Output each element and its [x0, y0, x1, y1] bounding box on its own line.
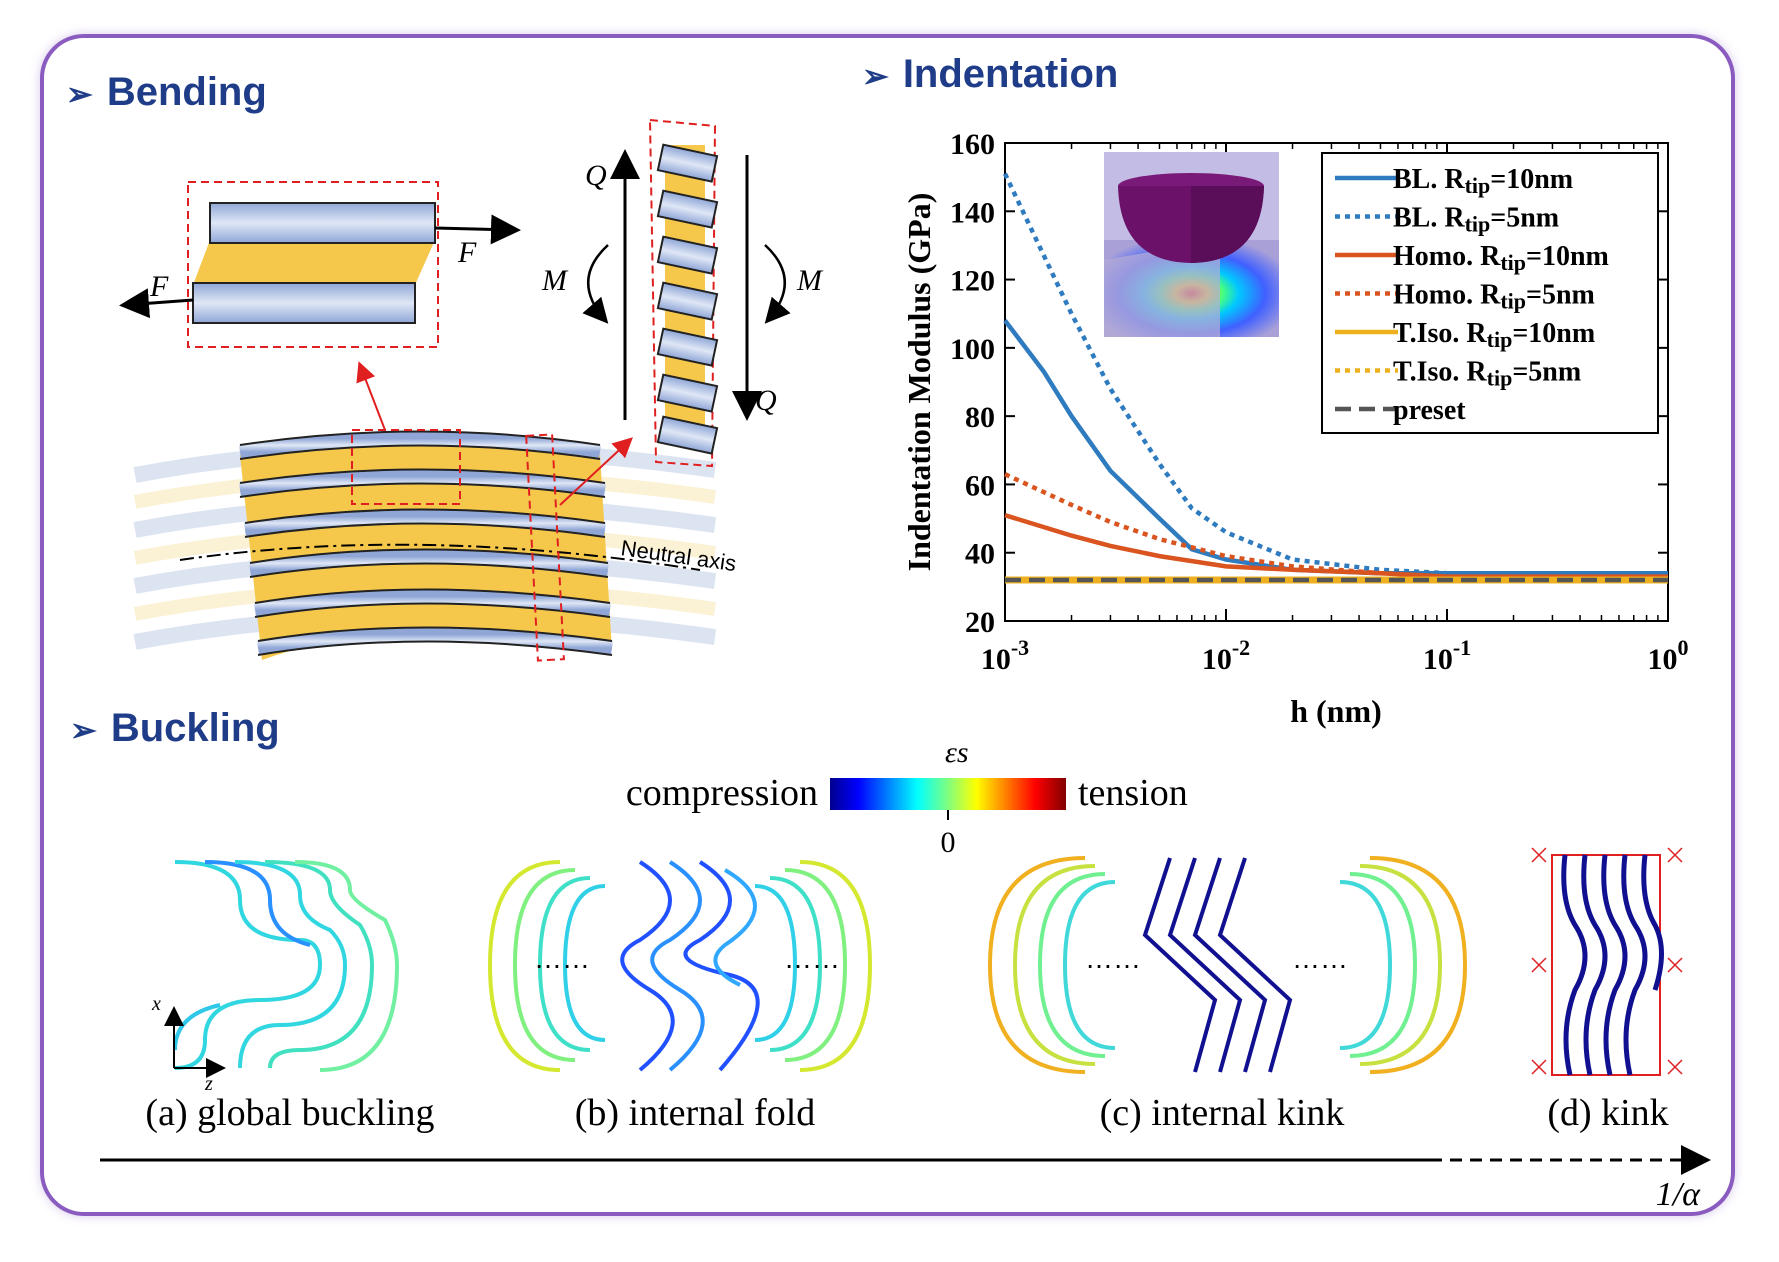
buckling-title: ➢ Buckling	[70, 706, 280, 751]
indentation-title-text: Indentation	[902, 52, 1119, 96]
y-tick-label: 100	[950, 333, 995, 366]
y-axis: 20 40 60 80 100 120 140 160	[950, 128, 1668, 639]
ellipsis: ……	[1085, 943, 1141, 974]
ellipsis: ……	[784, 943, 840, 974]
mode-global-buckling	[164, 860, 400, 1078]
chart-legend: BL. Rtip=10nm BL. Rtip=5nm Homo. Rtip=10nm…	[1321, 152, 1659, 434]
x-tick-label: 10-3	[981, 635, 1029, 676]
legend-label: Homo. Rtip=5nm	[1393, 280, 1595, 314]
ellipsis: ……	[1292, 943, 1348, 974]
axis-z-label: z	[204, 1073, 213, 1095]
axis-x-label: x	[151, 993, 161, 1015]
legend-label: T.Iso. Rtip=5nm	[1393, 357, 1581, 391]
selection-box-column	[525, 433, 565, 662]
arrow-icon: ➢	[70, 712, 97, 748]
mode-label: (a) global buckling	[145, 1092, 434, 1134]
bending-diagram: Neutral axis F F	[119, 118, 824, 662]
y-axis-label: Indentation Modulus (GPa)	[901, 193, 937, 572]
force-label: F	[457, 236, 477, 269]
mode-internal-kink	[987, 856, 1468, 1074]
bending-column-zoom	[582, 118, 791, 468]
callout-arrow	[356, 361, 386, 431]
legend-label: preset	[1393, 395, 1466, 426]
indentation-chart: 20 40 60 80 100 120 140 160 10-3 10-2 10-1 100 BL.…	[901, 128, 1689, 729]
callout-arrow	[559, 437, 633, 506]
arrow-icon: ➢	[862, 58, 889, 94]
colorbar: εs compression tension 0	[626, 736, 1188, 859]
y-tick-label: 120	[950, 265, 995, 298]
indentation-title: ➢ Indentation	[862, 52, 1118, 97]
moment-label: M	[541, 264, 569, 297]
series-layer	[1002, 172, 1668, 584]
moment-label: M	[796, 264, 824, 297]
arrow-icon: ➢	[66, 76, 93, 112]
legend-label: BL. Rtip=10nm	[1393, 164, 1573, 198]
x-axis-label: h (nm)	[1290, 693, 1382, 729]
colorbar-left-label: compression	[626, 772, 818, 814]
colorbar-symbol: εs	[945, 736, 969, 769]
bending-title-text: Bending	[106, 70, 267, 114]
indenter-inset	[1104, 152, 1279, 337]
shear-zoom	[119, 181, 521, 348]
selection-box-shear	[351, 429, 461, 505]
shear-label: Q	[585, 159, 607, 192]
y-tick-label: 40	[965, 538, 995, 571]
x-tick-label: 10-1	[1423, 635, 1471, 676]
y-tick-label: 60	[965, 469, 995, 502]
y-tick-label: 80	[965, 401, 995, 434]
legend-label: T.Iso. Rtip=10nm	[1393, 318, 1595, 352]
colorbar-zero-label: 0	[941, 826, 956, 859]
series-line	[1002, 172, 1668, 576]
colorbar-gradient	[830, 778, 1066, 810]
x-tick-label: 10-2	[1202, 635, 1250, 676]
legend-label: BL. Rtip=5nm	[1393, 203, 1559, 237]
y-tick-label: 160	[950, 128, 995, 161]
y-tick-label: 20	[965, 606, 995, 639]
mode-internal-fold	[487, 860, 873, 1072]
mode-label: (d) kink	[1547, 1092, 1668, 1134]
ellipsis: ……	[534, 943, 590, 974]
shear-label: Q	[755, 384, 777, 417]
y-tick-label: 140	[950, 196, 995, 229]
mode-kink	[1531, 847, 1683, 1076]
mode-label: (b) internal fold	[575, 1092, 816, 1134]
buckling-title-text: Buckling	[110, 706, 280, 750]
bending-title: ➢ Bending	[66, 70, 267, 115]
legend-label: Homo. Rtip=10nm	[1393, 241, 1609, 275]
colorbar-right-label: tension	[1078, 772, 1188, 814]
series-line	[1004, 513, 1668, 579]
force-label: F	[149, 270, 169, 303]
neutral-axis-line	[179, 543, 701, 571]
x-tick-label: 100	[1648, 635, 1689, 676]
x-axis: 10-3 10-2 10-1 100	[981, 143, 1689, 676]
mode-label: (c) internal kink	[1100, 1092, 1345, 1134]
progress-axis-label: 1/α	[1656, 1176, 1701, 1213]
